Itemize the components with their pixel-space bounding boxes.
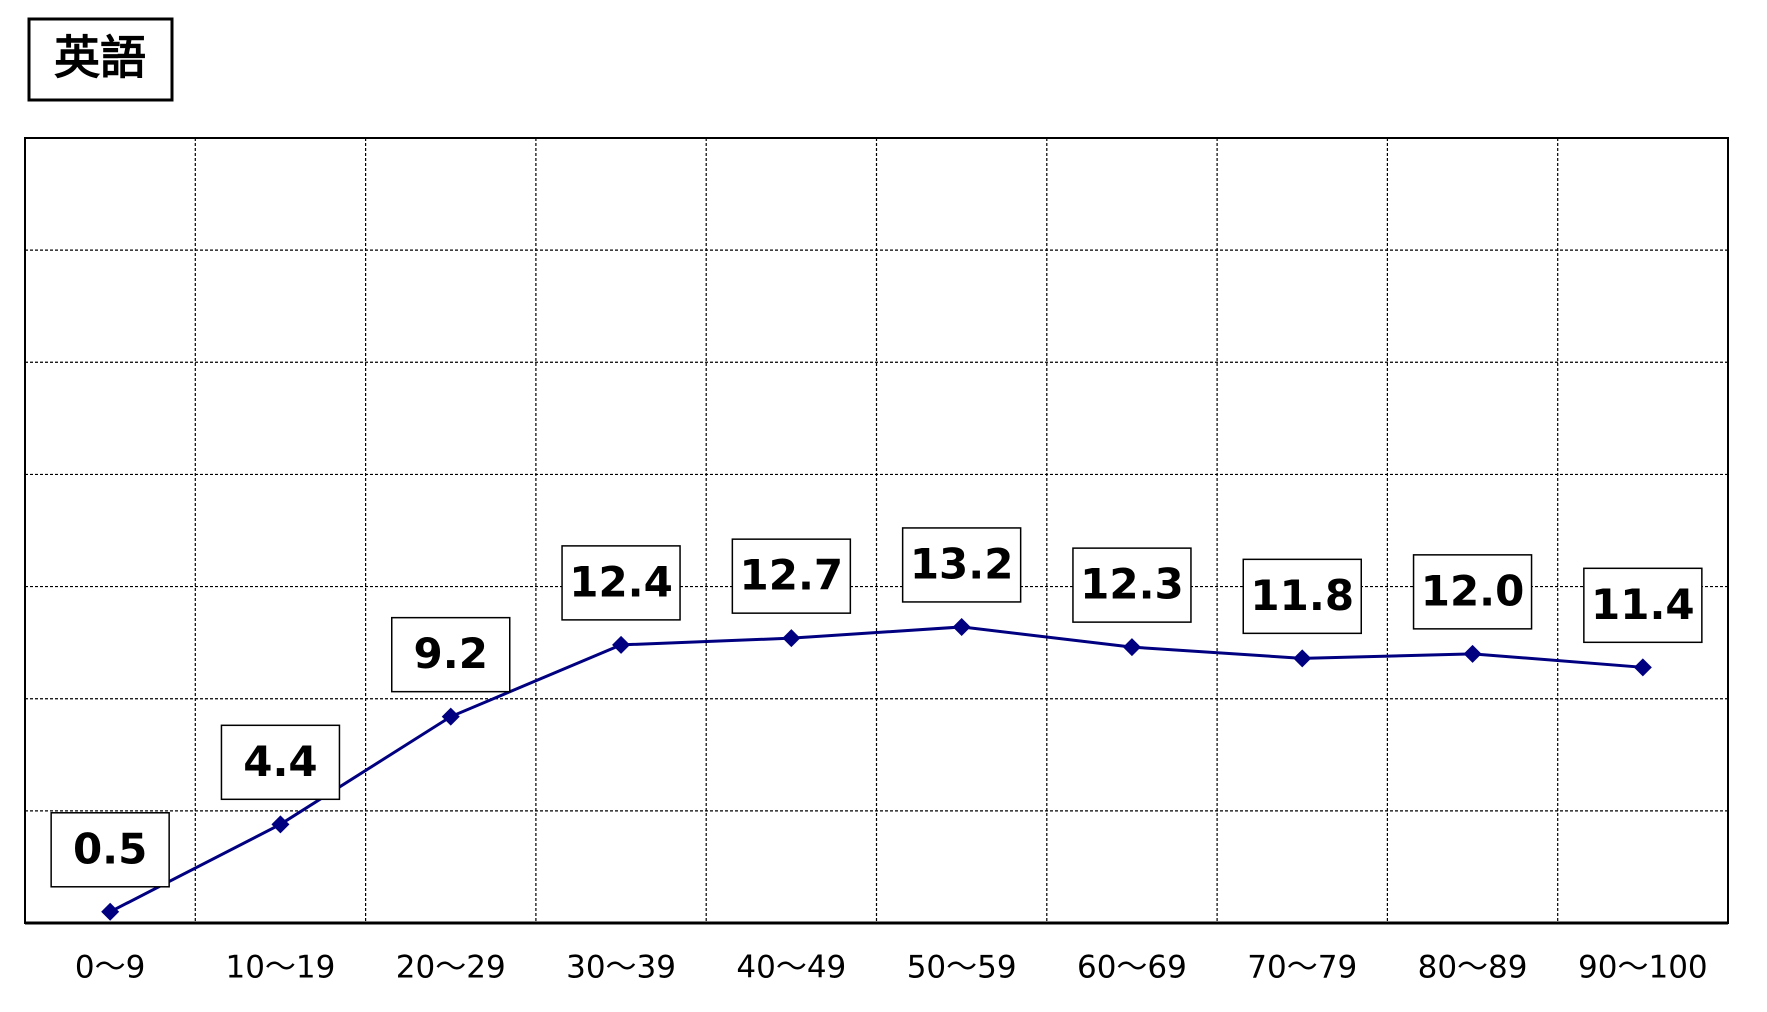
value-label: 4.4 (243, 737, 317, 786)
value-label-box (391, 616, 511, 693)
value-label-box (1242, 558, 1362, 635)
value-label-box (1412, 554, 1533, 630)
marker (441, 707, 460, 726)
marker (1293, 649, 1312, 668)
value-label-box (901, 527, 1022, 603)
marker (1122, 638, 1141, 657)
x-tick-label: 80～89 (1418, 950, 1528, 986)
x-tick-label: 90～100 (1578, 950, 1708, 986)
line (109, 625, 1643, 914)
value-label-box (561, 545, 681, 621)
title-box (27, 17, 174, 102)
value-label: 11.8 (1250, 571, 1354, 620)
value-label: 9.2 (414, 629, 488, 678)
value-label: 0.5 (73, 824, 147, 873)
chart-title: 英語 (54, 31, 146, 85)
marker (612, 635, 631, 654)
value-label: 12.4 (569, 557, 673, 606)
value-label-box (220, 724, 341, 801)
x-tick-label: 0～9 (75, 950, 145, 986)
value-label: 12.7 (740, 551, 844, 600)
value-label-box (1583, 567, 1703, 644)
x-tick-label: 60～69 (1077, 950, 1187, 986)
marker (952, 617, 971, 636)
value-label-box (50, 812, 170, 888)
value-label: 13.2 (910, 539, 1014, 588)
x-tick-label: 70～79 (1247, 950, 1357, 986)
x-tick-label: 20～29 (396, 950, 506, 986)
marker (1633, 658, 1652, 677)
x-tick-label: 30～39 (566, 950, 676, 986)
x-tick-label: 40～49 (736, 950, 846, 986)
value-label: 12.0 (1421, 566, 1525, 615)
x-tick-label: 50～59 (907, 950, 1017, 986)
value-label: 12.3 (1080, 560, 1184, 609)
value-label-box (731, 538, 852, 614)
value-label-box (1072, 547, 1192, 623)
x-tick-label: 10～19 (225, 950, 335, 986)
marker (101, 902, 120, 921)
marker (271, 815, 290, 834)
marker (1463, 644, 1482, 663)
value-label: 11.4 (1591, 580, 1695, 629)
marker (782, 629, 801, 648)
